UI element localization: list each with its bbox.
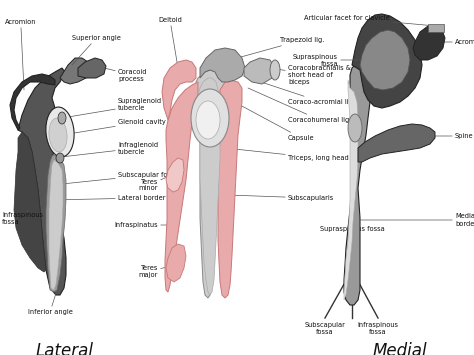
- Text: Coracohumeral lig.: Coracohumeral lig.: [248, 88, 351, 123]
- Text: Coracobrachialis &
short head of
biceps: Coracobrachialis & short head of biceps: [268, 65, 351, 85]
- Text: Spine: Spine: [425, 133, 474, 139]
- Text: Infraspinatus: Infraspinatus: [114, 222, 173, 228]
- Polygon shape: [244, 58, 275, 84]
- Ellipse shape: [49, 118, 67, 152]
- Text: Medial
border: Medial border: [360, 213, 474, 226]
- Text: Lateral: Lateral: [36, 342, 94, 355]
- Text: Infraspinous
fossa: Infraspinous fossa: [357, 322, 399, 335]
- Polygon shape: [14, 132, 46, 272]
- Text: Acromion: Acromion: [5, 19, 36, 90]
- Ellipse shape: [56, 153, 64, 163]
- Text: Teres
minor: Teres minor: [138, 175, 172, 191]
- Text: Lateral border: Lateral border: [50, 195, 165, 201]
- Text: Supraspinous fossa: Supraspinous fossa: [319, 226, 384, 232]
- Polygon shape: [78, 58, 106, 78]
- Ellipse shape: [348, 114, 362, 142]
- Text: Capsule: Capsule: [240, 105, 315, 141]
- Text: Medial: Medial: [373, 342, 428, 355]
- Text: Subscapularis: Subscapularis: [228, 195, 334, 201]
- Text: Infraspinous
fossa: Infraspinous fossa: [2, 210, 43, 224]
- Text: Coracoid
process: Coracoid process: [96, 66, 147, 82]
- Text: Articular facet for clavicle: Articular facet for clavicle: [304, 15, 436, 26]
- FancyBboxPatch shape: [428, 24, 444, 32]
- Text: Supraspinous
fossa: Supraspinous fossa: [293, 54, 385, 66]
- Polygon shape: [358, 124, 435, 162]
- Polygon shape: [165, 82, 198, 292]
- Text: Deltoid: Deltoid: [158, 17, 182, 68]
- Polygon shape: [200, 48, 245, 82]
- Polygon shape: [352, 14, 422, 108]
- Text: Triceps, long head: Triceps, long head: [225, 148, 349, 161]
- Text: Glenoid cavity: Glenoid cavity: [62, 119, 166, 135]
- Text: Coraco-acromial lig.: Coraco-acromial lig.: [255, 80, 355, 105]
- Text: Trapezoid lig.: Trapezoid lig.: [230, 37, 324, 60]
- Text: Superior angle: Superior angle: [72, 35, 121, 65]
- Text: Teres
major: Teres major: [138, 265, 174, 279]
- Polygon shape: [60, 58, 90, 84]
- Polygon shape: [166, 158, 184, 192]
- Polygon shape: [162, 60, 196, 120]
- Text: Inferior angle: Inferior angle: [27, 290, 73, 315]
- Text: Infraglenoid
tubercle: Infraglenoid tubercle: [61, 142, 158, 157]
- Ellipse shape: [270, 60, 280, 80]
- Polygon shape: [166, 244, 186, 282]
- Ellipse shape: [191, 89, 229, 147]
- Ellipse shape: [46, 107, 74, 157]
- Ellipse shape: [58, 112, 66, 124]
- Polygon shape: [10, 74, 55, 130]
- Text: Acromion: Acromion: [430, 39, 474, 45]
- Polygon shape: [49, 160, 63, 290]
- Polygon shape: [218, 80, 242, 298]
- Text: Supraglenoid
tubercle: Supraglenoid tubercle: [62, 98, 162, 118]
- Polygon shape: [196, 68, 225, 298]
- Polygon shape: [413, 26, 445, 60]
- Text: Subscapular
fossa: Subscapular fossa: [305, 322, 346, 335]
- Text: Subscapular fossa: Subscapular fossa: [52, 172, 179, 185]
- Ellipse shape: [196, 101, 220, 139]
- Polygon shape: [46, 155, 66, 292]
- Polygon shape: [344, 80, 358, 300]
- Polygon shape: [344, 65, 370, 305]
- Polygon shape: [360, 30, 410, 90]
- Polygon shape: [18, 68, 66, 295]
- Polygon shape: [198, 78, 220, 295]
